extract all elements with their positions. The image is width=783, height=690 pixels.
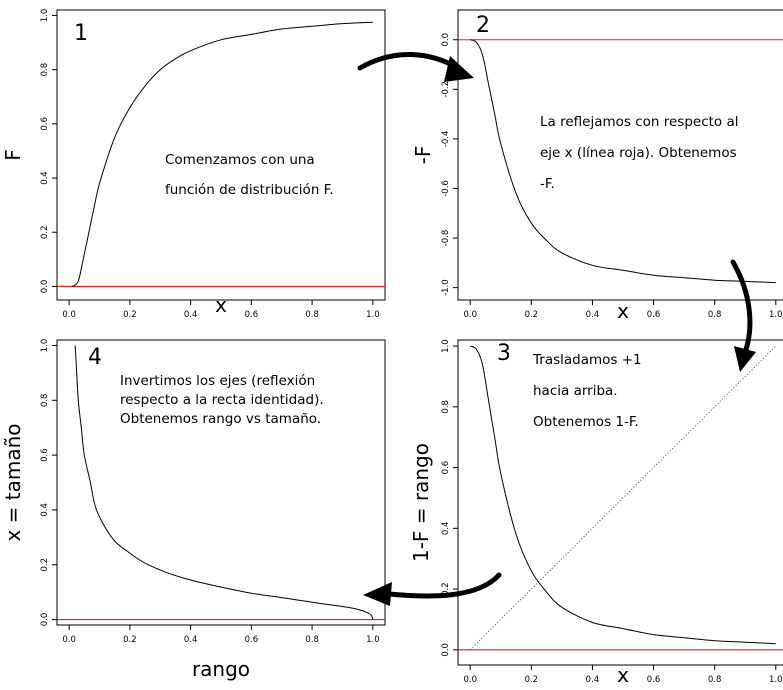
x-tick-label: 0.4	[586, 310, 600, 320]
x-tick-label: 0.6	[245, 310, 259, 320]
panel-number: 3	[497, 341, 511, 366]
panel-number: 4	[88, 345, 102, 370]
y-tick-label: 1.0	[40, 9, 50, 23]
distribution-curve	[469, 345, 776, 645]
panel-number: 1	[74, 21, 88, 46]
x-tick-label: 0.0	[62, 310, 76, 320]
arrow-1-to-2	[357, 51, 474, 82]
plot-frame	[457, 339, 783, 666]
y-tick-label: 0.6	[40, 117, 50, 131]
y-tick-label: 0.2	[40, 558, 50, 572]
y-tick-label: 1.0	[441, 339, 451, 353]
annotation-line: respecto a la recta identidad).	[120, 392, 324, 408]
panel-number: 2	[476, 13, 490, 38]
x-tick-label: 0.8	[708, 675, 722, 685]
distribution-curve	[71, 21, 373, 287]
arrow-head	[734, 346, 756, 372]
y-tick-label: 0.0	[441, 33, 451, 47]
panel-4: 0.0 0.2 0.4 0.6 0.8 1.0 0.0 0.2 0.4 0.6 0.8 1.0 rang…	[1, 339, 386, 681]
annotation-line: Obtenemos 1-F.	[533, 414, 639, 430]
y-tick-label: 0.2	[441, 582, 451, 596]
x-axis-title: rango	[192, 657, 250, 681]
x-axis-title: x	[215, 293, 227, 317]
y-tick-label: 0.6	[441, 461, 451, 475]
arrow-head	[363, 582, 392, 606]
annotation-line: Trasladamos +1	[532, 352, 642, 368]
y-tick-label: -1.0	[441, 279, 451, 296]
annotation-line: -F.	[540, 176, 555, 192]
annotation-line: La reflejamos con respecto al	[540, 114, 739, 130]
y-tick-label: 0.4	[40, 171, 50, 185]
panel-3: 0.0 0.2 0.4 0.6 0.8 1.0 0.0 0.2 0.4 0.6 0.8 1.0 x 1-F…	[409, 339, 783, 687]
annotation-line: función de distribución F.	[165, 182, 334, 198]
x-tick-label: 0.8	[305, 310, 319, 320]
x-tick-label: 1.0	[769, 675, 783, 685]
y-tick-label: 0.4	[40, 503, 50, 517]
x-tick-label: 0.2	[123, 310, 137, 320]
x-tick-label: 0.0	[463, 675, 477, 685]
x-tick-label: 0.4	[184, 635, 198, 645]
plot-area	[57, 345, 385, 621]
y-axis-title: x = tamaño	[1, 423, 25, 541]
plot-area	[458, 39, 783, 284]
y-tick-label: 0.6	[40, 448, 50, 462]
arrow-3-to-4	[363, 572, 502, 606]
x-tick-label: 0.6	[647, 675, 661, 685]
arrow-shaft	[357, 51, 461, 71]
x-tick-label: 0.4	[184, 310, 198, 320]
x-tick-label: 0.0	[62, 635, 76, 645]
x-tick-label: 0.8	[305, 635, 319, 645]
plot-frame	[56, 9, 386, 301]
y-tick-label: -0.2	[441, 81, 451, 98]
distribution-curve	[469, 39, 776, 284]
y-axis-title: 1-F = rango	[409, 443, 433, 562]
annotation-line: Invertimos los ejes (reflexión	[120, 373, 315, 389]
arrow-head	[444, 56, 474, 82]
plot-frame	[56, 339, 386, 626]
x-tick-label: 0.6	[245, 635, 259, 645]
panel-1: 0.0 0.2 0.4 0.6 0.8 1.0 0.0 0.2 0.4 0.6 0.8 1.0 x F 1 C…	[1, 9, 386, 320]
plot-area	[57, 21, 385, 287]
y-tick-label: 0.4	[441, 522, 451, 536]
x-tick-label: 0.0	[463, 310, 477, 320]
y-tick-label: 0.2	[40, 225, 50, 239]
arrow-shaft	[730, 259, 753, 358]
x-tick-label: 0.2	[525, 675, 539, 685]
panel-2: 0.0 0.2 0.4 0.6 0.8 1.0 0.0 -0.2 -0.4 -0.6 -0.8 -1.…	[411, 9, 783, 323]
y-axis-title: -F	[411, 146, 435, 165]
plot-area	[458, 345, 783, 651]
y-tick-label: 0.0	[40, 280, 50, 294]
x-axis-title: x	[617, 663, 629, 687]
y-tick-label: 1.0	[40, 339, 50, 353]
x-tick-label: 0.4	[586, 675, 600, 685]
y-tick-label: 0.8	[40, 394, 50, 408]
distribution-curve	[74, 345, 374, 620]
x-tick-label: 1.0	[769, 310, 783, 320]
y-axis-title: F	[1, 149, 25, 161]
x-tick-label: 0.2	[525, 310, 539, 320]
y-tick-label: 0.8	[40, 63, 50, 77]
x-tick-label: 0.8	[708, 310, 722, 320]
y-tick-label: -0.4	[441, 131, 451, 148]
y-tick-label: 0.8	[441, 400, 451, 414]
annotation-line: eje x (línea roja). Obtenemos	[540, 145, 737, 161]
y-tick-label: 0.0	[40, 613, 50, 627]
plot-frame	[457, 9, 783, 301]
x-tick-label: 0.2	[123, 635, 137, 645]
x-axis-title: x	[617, 299, 629, 323]
x-tick-label: 1.0	[366, 310, 380, 320]
arrow-2-to-3	[730, 259, 756, 372]
y-tick-label: -0.6	[441, 180, 451, 197]
x-tick-label: 1.0	[366, 635, 380, 645]
x-tick-label: 0.6	[647, 310, 661, 320]
identity-line	[469, 345, 777, 651]
arrow-shaft	[386, 572, 502, 599]
y-tick-label: 0.0	[441, 643, 451, 657]
y-tick-label: -0.8	[441, 230, 451, 247]
annotation-line: hacia arriba.	[533, 383, 618, 399]
annotation-line: Comenzamos con una	[165, 152, 315, 168]
annotation-line: Obtenemos rango vs tamaño.	[120, 411, 321, 427]
